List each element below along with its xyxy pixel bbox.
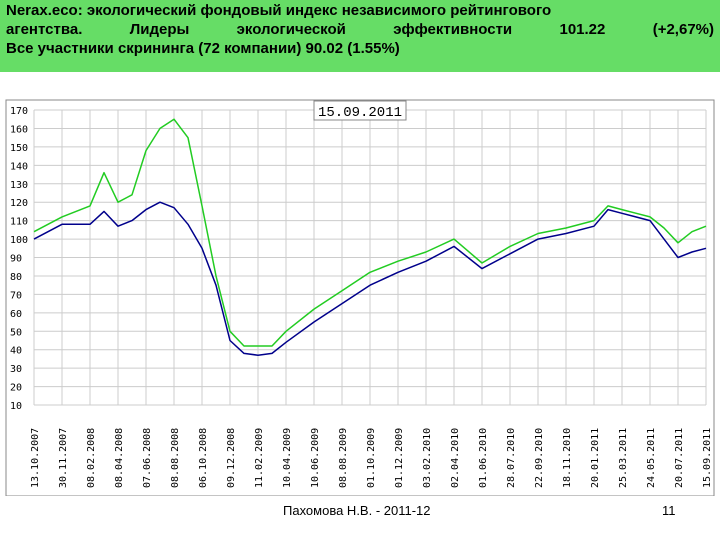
y-tick-label: 30 — [10, 364, 22, 375]
x-tick-label: 18.11.2010 — [562, 428, 573, 488]
chart-frame — [5, 99, 715, 496]
x-tick-label: 15.09.2011 — [702, 428, 713, 488]
x-tick-label: 01.06.2010 — [478, 428, 489, 488]
y-tick-label: 130 — [10, 180, 28, 191]
footer-page-number: 11 — [662, 503, 676, 518]
x-tick-label: 25.03.2011 — [618, 428, 629, 488]
y-tick-label: 80 — [10, 272, 22, 283]
x-tick-label: 30.11.2007 — [58, 428, 69, 488]
x-tick-label: 08.08.2009 — [338, 428, 349, 488]
y-tick-label: 60 — [10, 309, 22, 320]
slide-header: Nerax.eco: экологический фондовый индекс… — [0, 0, 720, 72]
x-tick-label: 20.01.2011 — [590, 428, 601, 488]
y-tick-label: 70 — [10, 290, 22, 301]
y-tick-label: 10 — [10, 401, 22, 412]
x-tick-label: 28.07.2010 — [506, 428, 517, 488]
x-tick-label: 10.04.2009 — [282, 428, 293, 488]
header-line-3: Все участники скрининга (72 компании) 90… — [6, 40, 400, 57]
x-tick-label: 09.12.2008 — [226, 428, 237, 488]
y-tick-label: 20 — [10, 383, 22, 394]
date-label-box — [313, 100, 407, 121]
series-line-green — [33, 118, 707, 347]
y-tick-label: 50 — [10, 327, 22, 338]
y-tick-label: 110 — [10, 217, 28, 228]
x-tick-label: 10.06.2009 — [310, 428, 321, 488]
y-tick-label: 40 — [10, 346, 22, 357]
y-tick-label: 100 — [10, 235, 28, 246]
x-tick-label: 03.02.2010 — [422, 428, 433, 488]
x-tick-label: 24.05.2011 — [646, 428, 657, 488]
y-tick-label: 170 — [10, 106, 28, 117]
x-tick-label: 08.08.2008 — [170, 428, 181, 488]
header-line-2: агентства. Лидеры экологической эффектив… — [6, 21, 714, 38]
date-label: 15.09.2011 — [318, 105, 402, 121]
x-tick-label: 07.06.2008 — [142, 428, 153, 488]
header-line-1: Nerax.eco: экологический фондовый индекс… — [6, 2, 552, 19]
x-tick-label: 20.07.2011 — [674, 428, 685, 488]
y-tick-label: 90 — [10, 254, 22, 265]
series-line-blue — [33, 201, 707, 356]
footer-author: Пахомова Н.В. - 2011-12 — [283, 503, 431, 518]
x-tick-label: 13.10.2007 — [30, 428, 41, 488]
x-tick-label: 01.10.2009 — [366, 428, 377, 488]
x-tick-label: 22.09.2010 — [534, 428, 545, 488]
x-tick-label: 02.04.2010 — [450, 428, 461, 488]
chart-area: 10 20 30 40 50 60 70 80 90 100 110 120 130 140 150 160 1… — [0, 96, 720, 496]
y-tick-label: 120 — [10, 198, 28, 209]
x-tick-label: 01.12.2009 — [394, 428, 405, 488]
y-tick-label: 140 — [10, 161, 28, 172]
y-tick-label: 160 — [10, 124, 28, 135]
y-tick-label: 150 — [10, 143, 28, 154]
x-tick-label: 06.10.2008 — [198, 428, 209, 488]
x-tick-label: 11.02.2009 — [254, 428, 265, 488]
x-tick-label: 08.02.2008 — [86, 428, 97, 488]
x-tick-label: 08.04.2008 — [114, 428, 125, 488]
index-line-chart: 10 20 30 40 50 60 70 80 90 100 110 120 130 140 150 160 1… — [5, 99, 715, 496]
